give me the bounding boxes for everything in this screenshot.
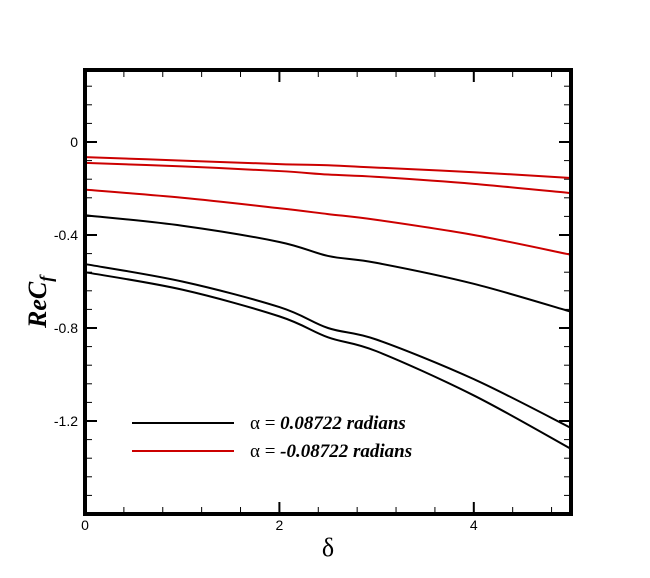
x-tick-label: 4 (470, 517, 478, 533)
y-tick-label: -0.8 (54, 320, 78, 336)
y-axis-label-sub: f (36, 274, 56, 282)
y-axis-label: ReCf (23, 274, 56, 329)
series-line-6 (84, 271, 572, 450)
x-tick-label: 0 (81, 517, 89, 533)
legend-label-negative-alpha: α = -0.08722 radians (250, 441, 412, 462)
series-layer (84, 156, 572, 450)
y-axis-label-main: ReC (23, 281, 52, 329)
x-tick-label: 2 (276, 517, 284, 533)
y-tick-label: 0 (70, 134, 78, 150)
series-line-2 (84, 161, 572, 195)
legend-label-positive-alpha: α = 0.08722 radians (250, 413, 406, 434)
legend: α = 0.08722 radians α = -0.08722 radians (132, 413, 412, 462)
y-tick-label: -0.4 (54, 227, 78, 243)
series-line-5 (84, 263, 572, 429)
series-line-4 (84, 214, 572, 313)
x-tick-labels: 0 2 4 (81, 517, 478, 533)
y-tick-label: -1.2 (54, 413, 78, 429)
series-line-1 (84, 156, 572, 180)
plot-frame (83, 68, 573, 516)
x-axis-label: δ (322, 533, 334, 562)
series-line-3 (84, 188, 572, 256)
y-tick-labels: 0 -0.4 -0.8 -1.2 (54, 134, 78, 429)
